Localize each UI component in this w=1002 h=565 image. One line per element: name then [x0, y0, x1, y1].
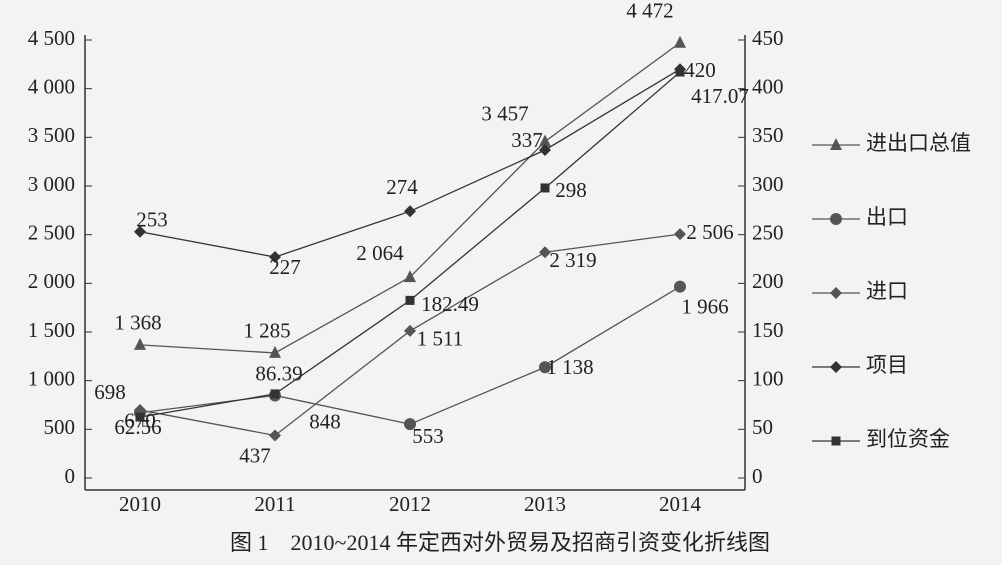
data-label: 698 — [94, 380, 126, 404]
x-tick-label: 2012 — [389, 492, 431, 516]
marker — [539, 134, 551, 147]
data-label: 274 — [386, 175, 418, 199]
x-tick-label: 2010 — [119, 492, 161, 516]
marker — [404, 205, 416, 218]
x-tick-label: 2011 — [254, 492, 295, 516]
marker — [539, 143, 551, 156]
marker — [269, 345, 281, 358]
marker — [830, 138, 842, 150]
y2-tick-label: 200 — [752, 269, 784, 293]
legend-label: 进出口总值 — [866, 131, 971, 155]
data-label: 2 064 — [356, 241, 404, 265]
marker — [539, 246, 551, 259]
data-label: 4 472 — [626, 0, 673, 23]
y-tick-label: 4 500 — [28, 26, 75, 50]
marker — [830, 287, 842, 299]
data-label: 1 285 — [243, 319, 290, 343]
y2-tick-label: 450 — [752, 26, 784, 50]
data-label: 298 — [555, 178, 587, 202]
marker — [269, 251, 281, 264]
y-tick-label: 1 000 — [28, 366, 75, 390]
y2-tick-label: 100 — [752, 366, 784, 390]
data-label: 253 — [136, 208, 168, 232]
y2-tick-label: 400 — [752, 74, 784, 98]
legend-label: 进口 — [866, 279, 908, 303]
marker — [830, 361, 842, 373]
x-tick-label: 2013 — [524, 492, 566, 516]
y-tick-label: 3 000 — [28, 172, 75, 196]
y2-tick-label: 250 — [752, 220, 784, 244]
y2-tick-label: 350 — [752, 123, 784, 147]
data-label: 62.56 — [114, 415, 161, 439]
data-label: 417.07 — [691, 84, 749, 108]
legend-label: 出口 — [866, 205, 908, 229]
y-tick-label: 3 500 — [28, 123, 75, 147]
marker — [269, 429, 281, 442]
data-label: 227 — [269, 255, 301, 279]
y-tick-label: 4 000 — [28, 74, 75, 98]
x-tick-label: 2014 — [659, 492, 702, 516]
marker — [675, 67, 685, 77]
data-label: 182.49 — [421, 292, 479, 316]
y2-tick-label: 300 — [752, 172, 784, 196]
marker — [674, 280, 686, 293]
y2-tick-label: 50 — [752, 415, 773, 439]
marker — [404, 270, 416, 283]
marker — [539, 361, 551, 374]
y-tick-label: 2 000 — [28, 269, 75, 293]
legend-label: 到位资金 — [866, 427, 950, 451]
data-label: 2 319 — [549, 248, 596, 272]
data-label: 437 — [239, 443, 271, 467]
data-label: 1 966 — [681, 294, 728, 318]
marker — [831, 436, 841, 446]
data-label: 3 457 — [481, 101, 528, 125]
marker — [270, 389, 280, 399]
data-label: 1 138 — [546, 355, 593, 379]
y2-tick-label: 0 — [752, 464, 763, 488]
marker — [135, 412, 145, 422]
marker — [404, 418, 416, 431]
y-tick-label: 1 500 — [28, 318, 75, 342]
marker — [134, 225, 146, 238]
data-label: 1 368 — [114, 311, 161, 335]
data-label: 2 506 — [686, 220, 733, 244]
marker — [405, 295, 415, 305]
data-label: 420 — [684, 58, 716, 82]
data-label: 86.39 — [255, 362, 302, 386]
marker — [134, 337, 146, 350]
y2-tick-label: 150 — [752, 318, 784, 342]
marker — [830, 213, 842, 225]
y-tick-label: 2 500 — [28, 220, 75, 244]
data-label: 337 — [511, 128, 543, 152]
marker — [404, 324, 416, 337]
data-label: 848 — [309, 409, 341, 433]
marker — [674, 35, 686, 48]
data-label: 553 — [412, 424, 444, 448]
marker — [540, 183, 550, 193]
y-tick-label: 0 — [65, 464, 76, 488]
legend-label: 项目 — [866, 353, 908, 377]
y-tick-label: 500 — [44, 415, 76, 439]
marker — [674, 228, 686, 241]
data-label: 1 511 — [417, 327, 463, 351]
chart-title: 图 1 2010~2014 年定西对外贸易及招商引资变化折线图 — [230, 530, 770, 555]
